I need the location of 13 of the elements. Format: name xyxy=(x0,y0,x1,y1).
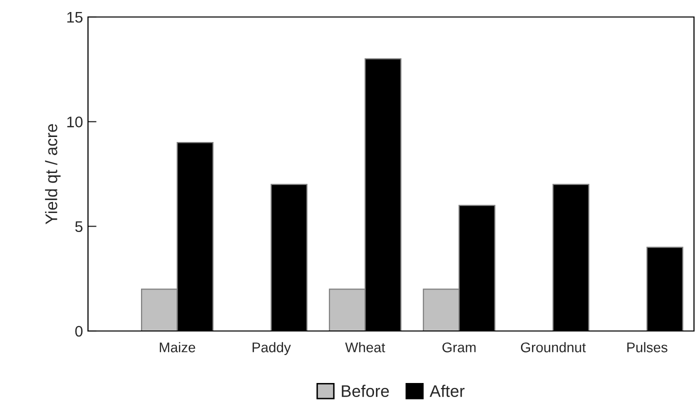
x-tick-label: Pulses xyxy=(627,342,668,352)
y-tick-label: 5 xyxy=(75,221,82,232)
legend-label: Before xyxy=(342,384,389,398)
x-tick-label: Gram xyxy=(442,342,476,352)
y-tick-label: 15 xyxy=(67,12,82,23)
x-tick-label: Paddy xyxy=(252,342,291,356)
legend-label: After xyxy=(430,384,465,398)
x-tick-label: Maize xyxy=(160,342,196,352)
y-axis-title: Yield qt / acre xyxy=(45,124,61,224)
y-tick-label: 10 xyxy=(67,116,83,128)
y-tick-label: 0 xyxy=(75,326,83,337)
x-tick-label: Groundnut xyxy=(520,342,586,352)
x-tick-label: Wheat xyxy=(345,342,386,352)
